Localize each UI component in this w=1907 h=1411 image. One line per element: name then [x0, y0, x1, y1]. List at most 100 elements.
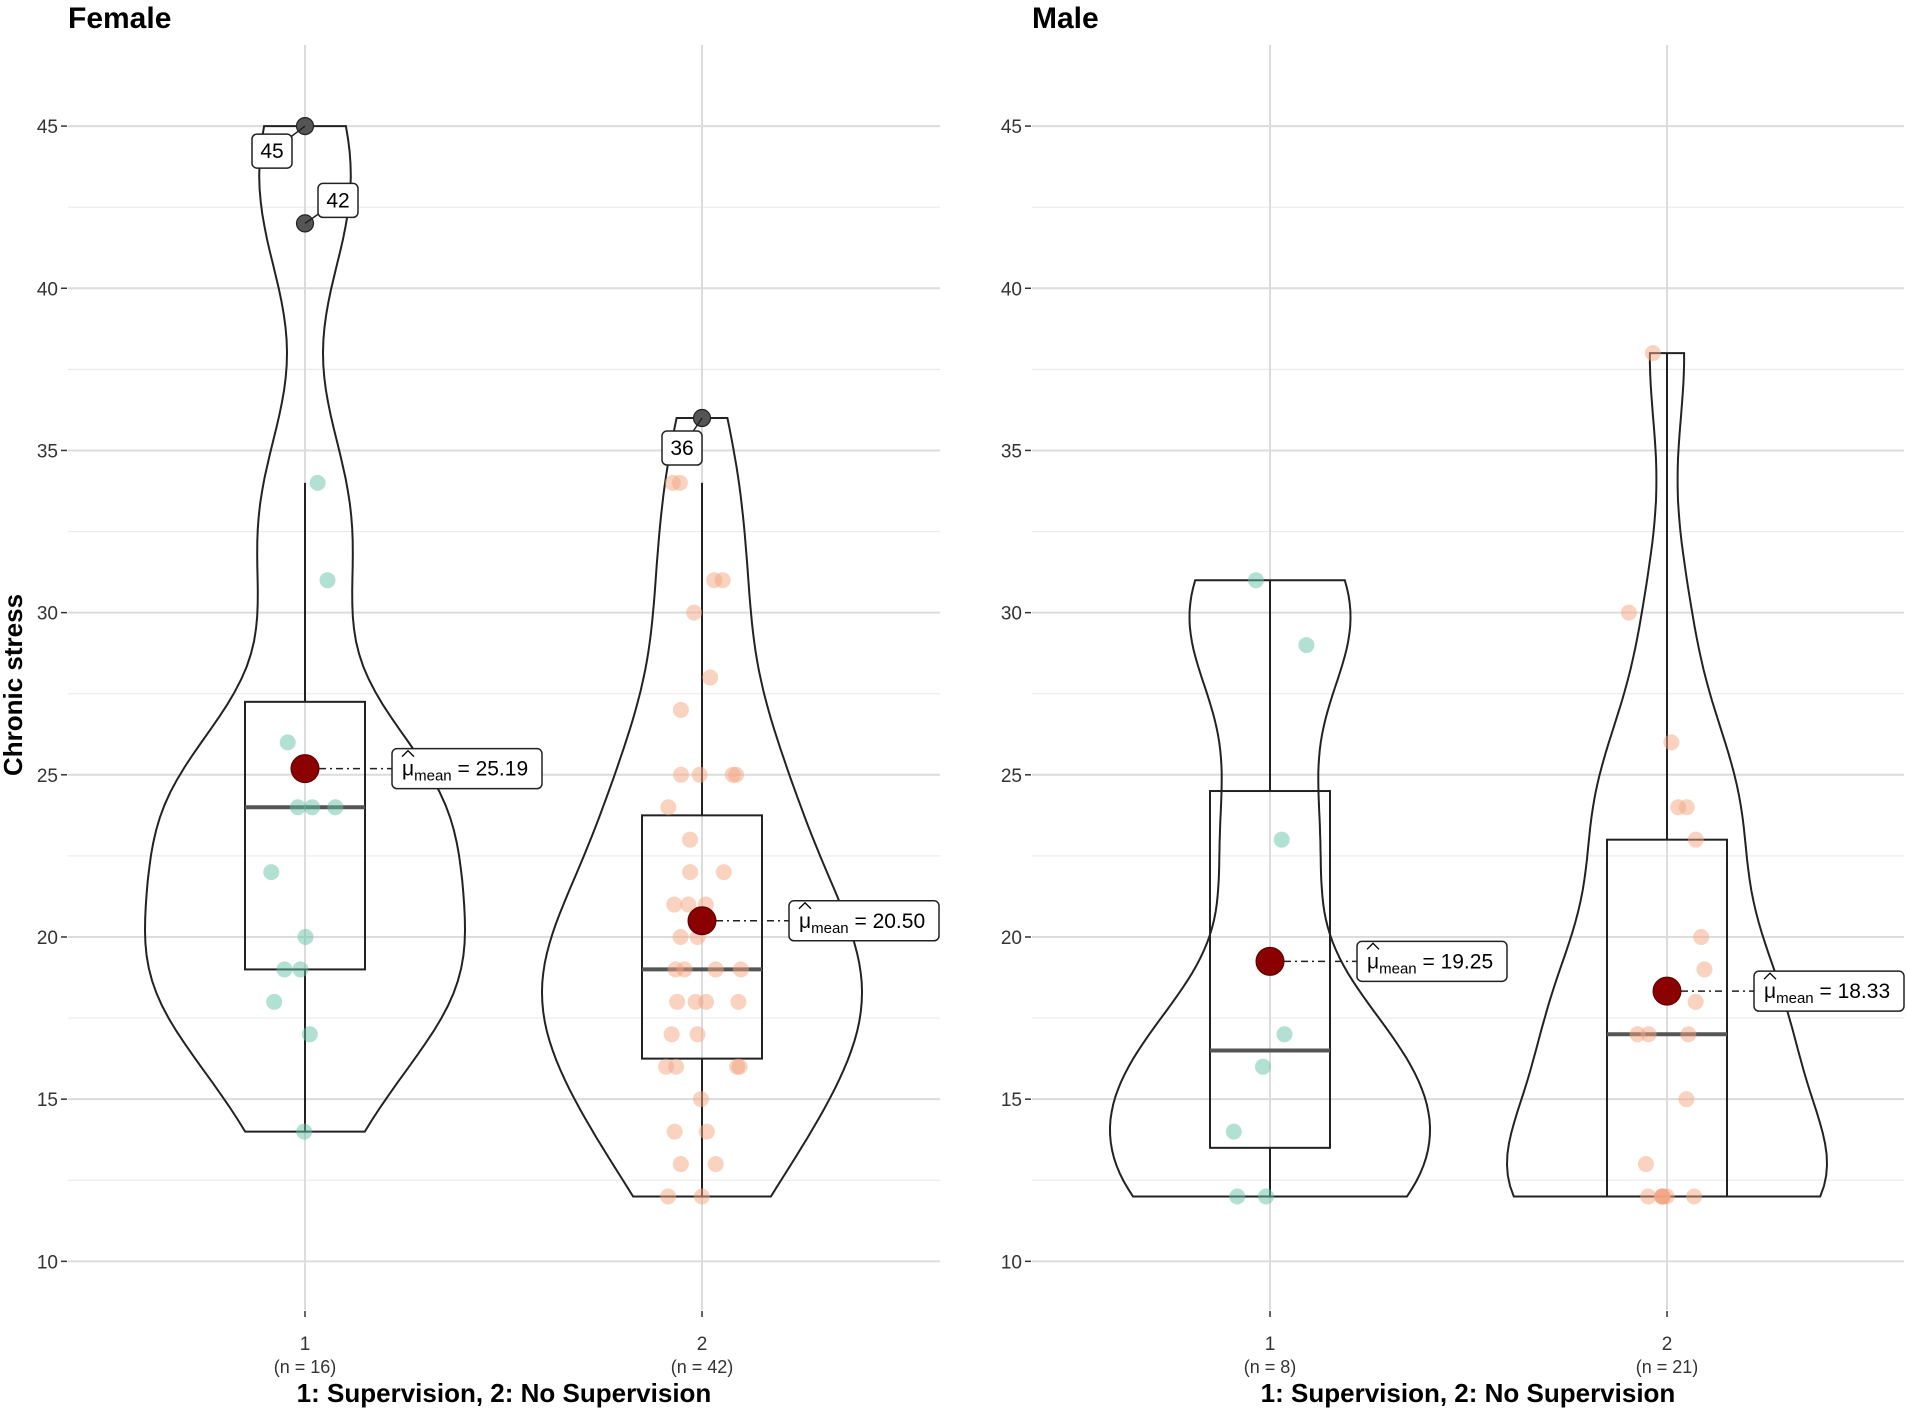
y-axis-title: Chronic stress — [0, 594, 28, 776]
box — [641, 814, 763, 1060]
mean-point — [1255, 946, 1285, 976]
data-point — [707, 1156, 724, 1173]
data-point — [715, 864, 732, 881]
outlier-label: 45 — [260, 140, 283, 163]
outlier-label: 42 — [326, 189, 349, 212]
data-point — [680, 896, 697, 913]
data-point — [327, 799, 344, 816]
data-point — [732, 961, 749, 978]
data-point — [669, 993, 686, 1010]
outlier-label-box — [317, 182, 359, 219]
x-axis-title: 1: Supervision, 2: No Supervision — [1261, 1378, 1676, 1408]
data-point — [702, 669, 719, 686]
y-tick-label: 10 — [37, 1252, 58, 1273]
hat-mark — [1763, 972, 1777, 980]
data-point — [1258, 1188, 1275, 1205]
group-1: μmean = 19.25 1(n = 8) — [1108, 572, 1508, 1377]
mean-label: μmean = 25.19 — [402, 758, 528, 785]
n-label: (n = 16) — [274, 1357, 337, 1377]
y-tick-label: 20 — [37, 928, 58, 949]
data-point — [1663, 734, 1680, 751]
data-point — [707, 961, 724, 978]
data-point — [1696, 961, 1713, 978]
hat-mark — [401, 749, 415, 758]
data-point — [666, 896, 683, 913]
data-point — [672, 1156, 689, 1173]
outlier-label-box — [661, 430, 703, 466]
n-label: (n = 42) — [671, 1357, 734, 1377]
outlier-label: 36 — [670, 437, 693, 460]
panel-female: Female 10 15 20 25 30 35 40 45 1: Supervision, 2:… — [37, 2, 940, 1408]
data-point — [686, 604, 703, 621]
data-point — [671, 474, 688, 491]
data-point — [1225, 1123, 1242, 1140]
data-point — [296, 1123, 313, 1140]
data-point — [1273, 831, 1290, 848]
mean-label: μmean = 19.25 — [1367, 950, 1493, 977]
x-tick-label: 2 — [1662, 1334, 1673, 1355]
y-tick-label: 15 — [1001, 1090, 1022, 1111]
data-point — [1670, 799, 1687, 816]
x-axis-title: 1: Supervision, 2: No Supervision — [297, 1378, 712, 1408]
x-tick-label: 2 — [697, 1334, 708, 1355]
n-label: (n = 21) — [1636, 1357, 1699, 1377]
y-tick-label: 25 — [37, 766, 58, 787]
data-point — [1637, 1156, 1654, 1173]
data-point — [698, 993, 715, 1010]
violin — [143, 125, 467, 1133]
data-point — [1640, 1026, 1657, 1043]
data-point — [1620, 604, 1637, 621]
data-point — [1629, 1026, 1646, 1043]
n-label: (n = 8) — [1244, 1357, 1297, 1377]
panel-title: Female — [68, 2, 171, 35]
y-tick-label: 35 — [37, 441, 58, 462]
data-point — [724, 766, 741, 783]
y-tick-label: 30 — [1001, 604, 1022, 625]
data-point — [266, 993, 283, 1010]
data-point — [1229, 1188, 1246, 1205]
data-point — [263, 864, 280, 881]
data-point — [304, 799, 321, 816]
mean-point — [290, 754, 320, 784]
data-point — [279, 734, 296, 751]
mean-point — [1652, 976, 1682, 1006]
y-tick-label: 15 — [37, 1090, 58, 1111]
y-tick-label: 40 — [37, 279, 58, 300]
y-tick-label: 25 — [1001, 766, 1022, 787]
hat-mark — [798, 901, 812, 910]
mean-label: μmean = 20.50 — [799, 910, 925, 937]
data-point — [1254, 1058, 1271, 1075]
data-point — [319, 572, 336, 589]
data-point — [682, 831, 699, 848]
y-tick-label: 35 — [1001, 441, 1022, 462]
data-point — [292, 961, 309, 978]
mean-label-box — [1753, 970, 1905, 1012]
data-point — [689, 1026, 706, 1043]
data-point — [658, 1058, 675, 1075]
data-point — [660, 1188, 677, 1205]
data-point — [698, 1123, 715, 1140]
data-point — [1644, 345, 1661, 362]
group-2: μmean = 18.33 2(n = 21) — [1505, 345, 1905, 1377]
data-point — [1687, 831, 1704, 848]
data-point — [672, 928, 689, 945]
data-point — [1686, 1188, 1703, 1205]
data-point — [672, 701, 689, 718]
group-2: 36 μmean = 20.50 2(n = 42) — [540, 408, 940, 1377]
data-point — [1298, 637, 1315, 654]
data-point — [692, 1091, 709, 1108]
data-point — [731, 1058, 748, 1075]
data-point — [297, 928, 314, 945]
data-point — [660, 799, 677, 816]
hat-mark — [1366, 942, 1380, 950]
data-point — [301, 1026, 318, 1043]
data-point — [1693, 928, 1710, 945]
y-tick-label: 45 — [1001, 117, 1022, 138]
data-point — [1640, 1188, 1657, 1205]
data-point — [667, 961, 684, 978]
data-point — [1680, 1026, 1697, 1043]
y-tick-label: 40 — [1001, 279, 1022, 300]
data-point — [276, 961, 293, 978]
